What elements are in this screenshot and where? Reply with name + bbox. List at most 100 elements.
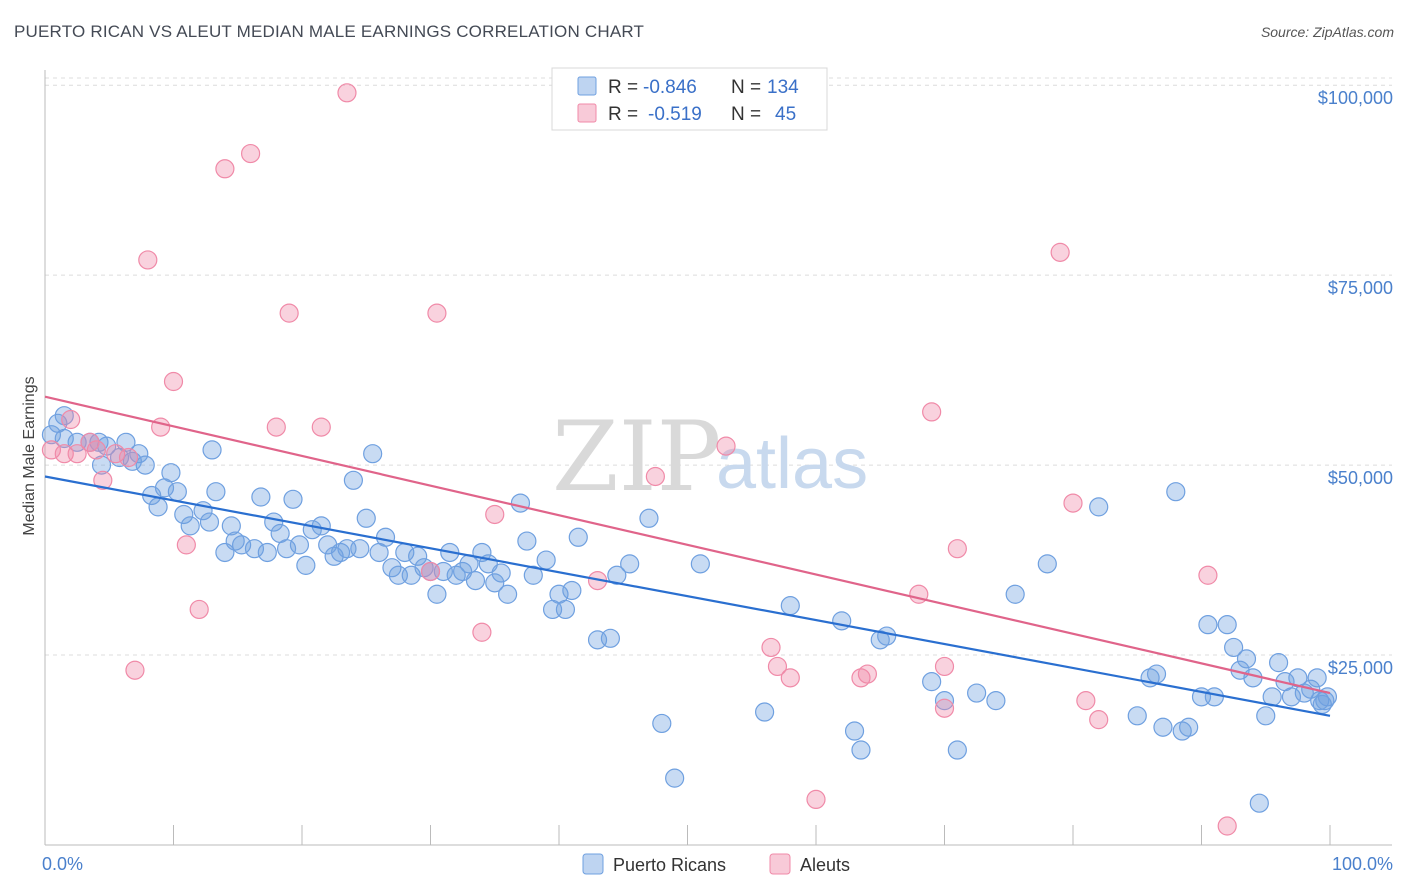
data-point [241, 143, 261, 164]
data-point [485, 573, 505, 593]
data-point [934, 656, 955, 677]
data-point [857, 664, 878, 684]
data-point [844, 721, 865, 741]
data-point [1076, 691, 1096, 711]
data-point [363, 444, 383, 464]
data-point [510, 493, 531, 513]
data-point [80, 432, 100, 452]
source-label: Source: ZipAtlas.com [1260, 24, 1394, 40]
y-axis-title: Median Male Earnings [21, 376, 38, 535]
stats-legend-box [551, 67, 828, 131]
data-point [1198, 565, 1218, 585]
legend-swatch-aleuts [577, 103, 597, 123]
y-tick-labels: $25,000 $50,000 $75,000 $100,000 [1318, 88, 1393, 678]
data-point [163, 371, 184, 392]
x-tick-label-min: 0.0% [42, 854, 83, 874]
data-point [1146, 664, 1167, 684]
series-legend: Puerto Ricans Aleuts [582, 853, 850, 875]
grid-lines [45, 77, 1392, 656]
data-point [382, 558, 402, 578]
data-point [934, 698, 955, 718]
data-point [350, 539, 370, 559]
data-point [620, 554, 640, 574]
data-point [91, 455, 112, 475]
data-point [645, 466, 665, 487]
data-point [986, 691, 1006, 711]
data-point [523, 565, 543, 585]
watermark-zip: ZIP [552, 401, 721, 513]
data-point [498, 584, 518, 604]
data-point [806, 789, 826, 810]
data-point [1063, 493, 1083, 513]
data-point [1050, 242, 1070, 262]
trend-lines [44, 395, 1331, 717]
data-point [215, 159, 235, 179]
data-point [877, 626, 897, 646]
y-tick-label: $75,000 [1328, 278, 1393, 298]
data-point [652, 713, 672, 734]
data-point [375, 527, 396, 547]
data-point [1198, 615, 1218, 635]
data-point [279, 303, 299, 323]
data-point [257, 542, 277, 563]
data-point [607, 565, 627, 585]
bottom-legend-label-aleuts: Aleuts [800, 855, 850, 875]
legend-n-label-0: N = [731, 77, 761, 98]
trend-line [44, 475, 1331, 717]
data-point [122, 451, 142, 471]
axes [44, 70, 1392, 846]
legend-r-label-1: R = [608, 104, 638, 125]
data-point [761, 637, 781, 658]
data-point [1243, 668, 1263, 688]
y-tick-label: $25,000 [1328, 658, 1393, 678]
data-point [202, 440, 222, 460]
y-tick-label: $100,000 [1318, 88, 1393, 108]
data-point [106, 444, 126, 464]
watermark-atlas: atlas [716, 424, 868, 504]
data-point [289, 535, 310, 555]
x-tick-label-max: 100.0% [1332, 854, 1393, 874]
data-point [716, 436, 736, 456]
data-point [555, 599, 576, 620]
data-point [568, 527, 588, 547]
data-point [244, 539, 265, 559]
stats-legend: R = -0.846 N = 134 R = -0.519 N = 45 [551, 67, 828, 131]
data-point [148, 497, 168, 517]
data-point [174, 504, 194, 525]
legend-r-value-0: -0.846 [643, 77, 697, 98]
data-point [427, 303, 447, 323]
data-point [780, 596, 800, 616]
data-point [251, 487, 271, 507]
data-point [1217, 615, 1237, 635]
data-point [232, 535, 252, 555]
data-point [1153, 717, 1173, 737]
data-point [1236, 649, 1257, 669]
legend-r-label-0: R = [608, 77, 638, 98]
data-point [221, 516, 241, 536]
data-point [1037, 554, 1057, 574]
data-point [1268, 653, 1289, 673]
data-point [947, 539, 967, 559]
data-point [1256, 706, 1276, 726]
data-point [135, 455, 155, 475]
chart-title: PUERTO RICAN VS ALEUT MEDIAN MALE EARNIN… [14, 22, 645, 41]
data-point [1179, 717, 1199, 737]
data-point [189, 599, 209, 620]
data-point [266, 417, 286, 437]
data-point [1005, 584, 1025, 604]
data-point [356, 508, 376, 528]
data-point [93, 470, 113, 490]
data-point [1127, 706, 1147, 726]
data-point [665, 768, 685, 788]
data-point [311, 417, 331, 437]
data-point [176, 535, 196, 555]
data-point [86, 440, 107, 460]
data-point [472, 622, 492, 642]
data-point [639, 508, 659, 528]
data-point [161, 463, 181, 483]
data-point [600, 628, 621, 648]
data-point [922, 672, 942, 692]
data-point [1217, 816, 1237, 836]
series-puerto-ricans [41, 406, 1338, 813]
